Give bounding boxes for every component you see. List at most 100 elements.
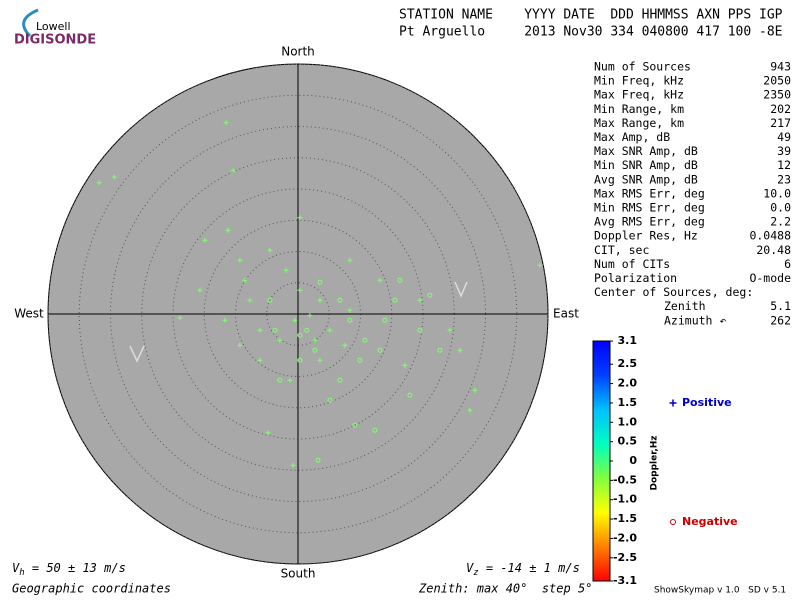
source-point: [392, 297, 398, 303]
source-point: [362, 337, 368, 343]
source-point: [317, 279, 323, 285]
source-point: [257, 327, 263, 333]
source-point: [357, 357, 363, 363]
stat-label: Num of CITs: [594, 257, 670, 271]
colorbar-tick-label: 1.0: [618, 415, 638, 428]
source-point: [287, 377, 293, 383]
direction-label: North: [281, 45, 315, 59]
stat-value: 943: [770, 60, 791, 74]
source-point: [407, 392, 413, 398]
stat-label: Min Freq, kHz: [594, 74, 684, 88]
stat-label: Azimuth ↶: [664, 313, 726, 327]
source-point: [265, 430, 271, 436]
colorbar-label: Doppler,Hz: [650, 435, 660, 490]
source-point: [292, 317, 298, 323]
source-point: [337, 377, 343, 383]
colorbar-tick-label: 1.5: [618, 396, 638, 409]
direction-label: West: [14, 307, 44, 321]
stat-label: Min Range, km: [594, 102, 684, 116]
zenith-note: Zenith: max 40° step 5°: [418, 582, 592, 596]
colorbar-tick-label: -1.5: [613, 512, 637, 525]
colorbar-tick-label: -1.0: [613, 493, 637, 506]
legend-marker: [669, 399, 677, 407]
stat-label: Max Range, km: [594, 116, 684, 130]
stat-value: 49: [777, 130, 791, 144]
plot: North South West East: [14, 45, 579, 581]
velocity-arrow: [454, 281, 468, 298]
direction-label: East: [553, 307, 579, 321]
stat-label: Num of Sources: [594, 60, 691, 74]
source-point: [317, 297, 323, 303]
source-point: [304, 327, 310, 333]
source-point: [297, 287, 303, 293]
source-point: [457, 347, 463, 353]
source-point: [537, 262, 543, 268]
source-point: [247, 297, 253, 303]
stat-value: 217: [770, 116, 791, 130]
vh-text: = 50 ± 13 m/s: [25, 561, 126, 575]
legend-marker: [670, 519, 676, 525]
stat-value: 20.48: [756, 243, 791, 257]
velocity-arrow: [129, 345, 145, 363]
vh-annotation: Vh = 50 ± 13 m/s: [12, 561, 126, 578]
source-point: [382, 317, 388, 323]
source-point: [257, 357, 263, 363]
source-point: [347, 307, 353, 313]
direction-label: South: [281, 567, 316, 581]
stat-value: 2.2: [770, 215, 791, 229]
source-point: [337, 297, 343, 303]
source-point: [417, 327, 423, 333]
colorbar: 3.1 2.5 2.0 1.5 1.0 0.5 0 -0.5 -1.0 -1.5 -2.0 -2.5 -…: [592, 334, 738, 587]
source-point: [347, 317, 353, 323]
stat-label: Zenith: [664, 299, 706, 313]
colorbar-tick-label: 0.5: [618, 435, 638, 448]
stat-value: 0.0: [770, 201, 791, 215]
vz-sub: z: [473, 568, 478, 578]
source-point: [315, 457, 321, 463]
source-point: [312, 347, 318, 353]
source-point: [467, 407, 473, 413]
source-point: [272, 327, 278, 333]
stat-label: Doppler Res, Hz: [594, 229, 698, 243]
source-point: [277, 377, 283, 383]
version-note: ShowSkymap v 1.0 SD v 5.1: [654, 586, 786, 596]
source-point: [417, 297, 423, 303]
source-point: [277, 337, 283, 343]
stat-label: CIT, sec: [594, 243, 649, 257]
stat-value: 202: [770, 102, 791, 116]
stat-label: Min SNR Amp, dB: [594, 158, 698, 172]
legend-label: Negative: [682, 515, 738, 528]
source-point: [447, 327, 453, 333]
stat-label: Max SNR Amp, dB: [594, 144, 698, 158]
colorbar-tick-label: 0: [629, 454, 637, 467]
source-point: [377, 347, 383, 353]
source-point: [297, 357, 303, 363]
source-point: [437, 347, 443, 353]
source-point: [297, 215, 303, 221]
logo-top: Lowell: [36, 20, 71, 33]
stat-label: Avg SNR Amp, dB: [594, 172, 698, 186]
source-point: [342, 342, 348, 348]
stat-value: 23: [777, 172, 791, 186]
header-line: STATION NAME YYYY DATE DDD HHMMSS AXN PP…: [399, 8, 783, 23]
source-point: [237, 342, 243, 348]
source-point: [377, 277, 383, 283]
colorbar-bar: [592, 340, 611, 582]
stat-label: Avg RMS Err, deg: [594, 215, 705, 229]
source-point: [402, 362, 408, 368]
vz-symbol: V: [466, 561, 474, 575]
source-point: [242, 277, 248, 283]
vh-symbol: V: [12, 561, 20, 575]
source-point: [397, 277, 403, 283]
source-point: [352, 422, 358, 428]
legend-label: Positive: [682, 396, 732, 409]
stat-value: 0.0488: [749, 229, 791, 243]
stats-table: Num of Sources 943 Min Freq, kHz 2050 Max Fr…: [594, 60, 791, 328]
vz-annotation: Vz = -14 ± 1 m/s: [466, 561, 580, 578]
stat-label: Max RMS Err, deg: [594, 186, 705, 200]
stat-value: 10.0: [763, 186, 791, 200]
source-point: [283, 267, 289, 273]
source-point: [225, 227, 231, 233]
source-point: [427, 292, 433, 298]
